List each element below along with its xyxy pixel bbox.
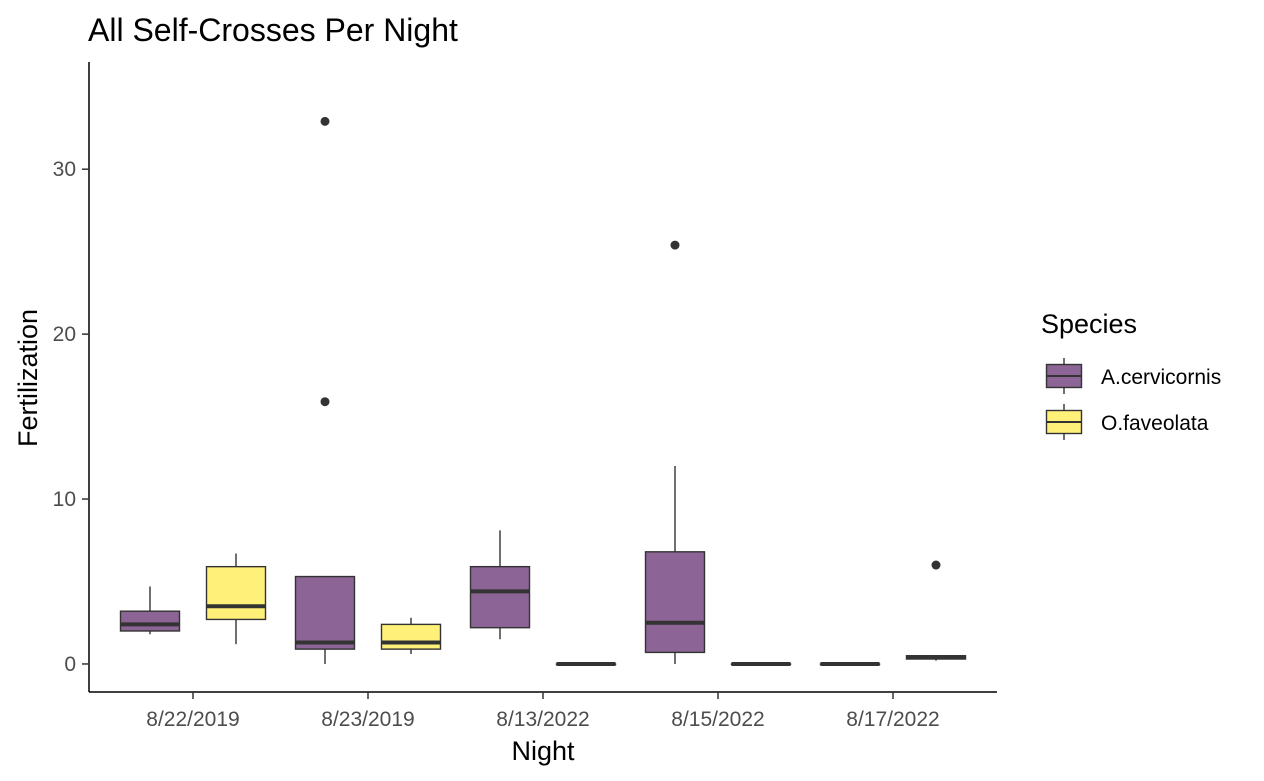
- box-body: [205, 565, 267, 621]
- x-tick-label: 8/17/2022: [846, 708, 939, 731]
- box-outlier: [931, 560, 941, 570]
- box: [819, 661, 881, 666]
- box: [119, 586, 181, 635]
- legend-label: O.faveolata: [1101, 412, 1209, 435]
- box: [294, 116, 356, 664]
- x-tick-label: 8/23/2019: [321, 708, 414, 731]
- box: [205, 553, 267, 645]
- box: [730, 661, 792, 666]
- series-o-faveolata: [205, 553, 967, 666]
- box-outlier: [320, 116, 330, 126]
- box: [905, 560, 967, 661]
- legend-title: Species: [1041, 309, 1137, 339]
- box-body: [119, 610, 181, 632]
- x-axis-ticks: 8/22/2019 8/23/2019 8/13/2022 8/15/2022 8/17…: [146, 692, 940, 731]
- plot-area: [119, 116, 967, 666]
- x-tick-label: 8/22/2019: [146, 708, 239, 731]
- y-tick-label: 0: [64, 653, 76, 676]
- x-axis-title: Night: [511, 736, 575, 766]
- x-tick-label: 8/13/2022: [496, 708, 589, 731]
- y-tick-label: 30: [53, 158, 76, 181]
- y-tick-label: 20: [53, 323, 76, 346]
- legend-label: A.cervicornis: [1101, 366, 1221, 389]
- x-tick-label: 8/15/2022: [671, 708, 764, 731]
- legend-item: O.faveolata: [1045, 404, 1209, 440]
- legend: Species A.cervicornis O.faveolata: [1041, 309, 1221, 440]
- y-axis-ticks: 0 10 20 30: [53, 158, 89, 676]
- box-body: [380, 623, 442, 650]
- y-tick-label: 10: [53, 488, 76, 511]
- box: [380, 617, 442, 655]
- y-axis-title: Fertilization: [13, 309, 43, 447]
- chart-title: All Self-Crosses Per Night: [88, 12, 458, 48]
- box-body: [644, 551, 706, 654]
- box: [469, 530, 531, 640]
- legend-item: A.cervicornis: [1045, 358, 1221, 394]
- box: [555, 661, 617, 666]
- box-outlier: [320, 397, 330, 407]
- box-outlier: [670, 240, 680, 250]
- box-body: [469, 565, 531, 629]
- series-a-cervicornis: [119, 116, 881, 666]
- box-body: [294, 575, 356, 650]
- box: [644, 240, 706, 664]
